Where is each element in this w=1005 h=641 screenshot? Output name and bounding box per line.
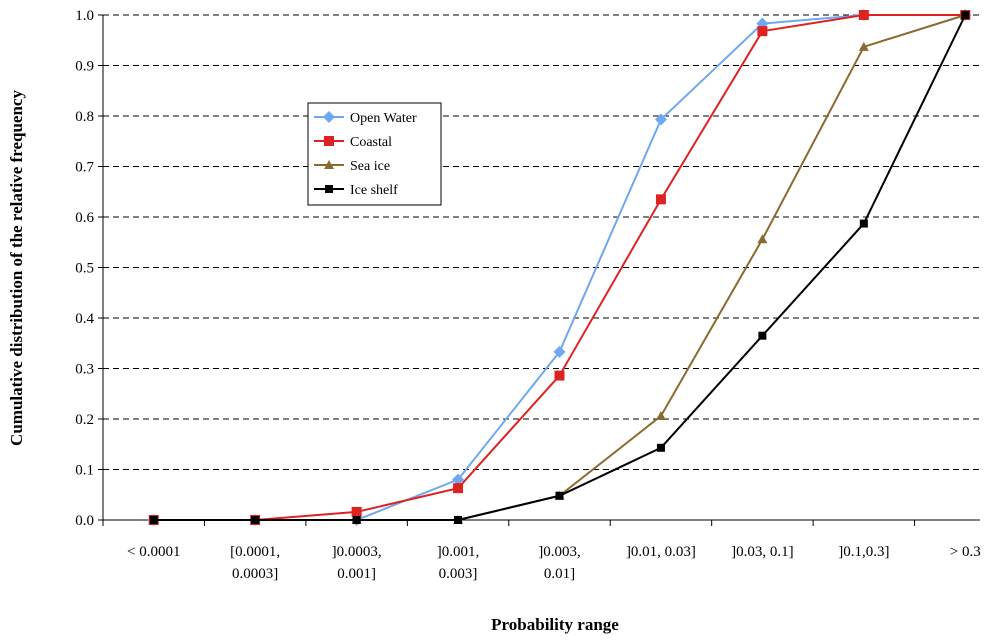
y-tick-label: 0.7: [75, 160, 94, 176]
y-tick-label: 0.0: [75, 513, 94, 529]
legend-label: Coastal: [350, 135, 392, 150]
legend-item: Ice shelf: [314, 183, 398, 198]
data-point: [858, 10, 869, 20]
legend-label: Ice shelf: [350, 183, 398, 198]
data-point: [251, 516, 260, 524]
data-point: [859, 219, 868, 228]
series-lines: [147, 9, 972, 526]
x-tick-label: ]0.003, 0.01]: [538, 544, 581, 582]
series-ice-shelf: [149, 11, 970, 524]
y-tick-labels: 0.0 0.1 0.2 0.3 0.4 0.5 0.6 0.7 0.8 0.9 1.0: [75, 8, 94, 529]
data-point: [553, 345, 566, 358]
gridlines: [103, 14, 980, 470]
x-tick-label: ]0.03, 0.1]: [731, 544, 794, 560]
y-tick-label: 0.9: [75, 59, 94, 75]
y-tick-label: 0.6: [75, 210, 94, 226]
legend-label: Open Water: [350, 111, 417, 126]
data-point: [757, 26, 768, 37]
y-tick-label: 1.0: [75, 8, 94, 24]
data-point: [655, 194, 666, 205]
data-point: [325, 185, 333, 193]
data-point: [758, 331, 767, 340]
x-tick-label: [0.0001, 0.0003]: [230, 544, 280, 582]
data-point: [757, 234, 768, 244]
data-point: [654, 113, 667, 126]
legend: Open Water Coastal Sea ice Ice shelf: [307, 102, 442, 206]
x-tick-label: ]0.001, 0.003]: [437, 544, 480, 582]
data-point: [453, 483, 464, 494]
data-point: [858, 41, 869, 51]
x-tick-label: ]0.01, 0.03]: [626, 544, 696, 560]
data-point: [149, 516, 158, 524]
x-tick-label: ]0.1,0.3]: [838, 544, 889, 560]
data-point: [961, 11, 970, 19]
data-point: [656, 443, 665, 452]
y-tick-label: 0.5: [75, 261, 94, 277]
data-point: [324, 136, 334, 146]
legend-item: Sea ice: [314, 159, 390, 174]
y-tick-label: 0.4: [75, 311, 94, 327]
data-point: [555, 491, 564, 500]
x-tick-label: > 0.3: [950, 544, 981, 560]
data-point: [554, 370, 565, 381]
legend-item: Open Water: [314, 111, 417, 126]
x-tick-label: ]0.0003, 0.001]: [332, 544, 382, 582]
data-point: [351, 506, 362, 517]
legend-item: Coastal: [314, 135, 392, 150]
data-point: [323, 111, 335, 123]
axes: [98, 14, 980, 526]
y-tick-label: 0.1: [75, 463, 94, 479]
y-tick-label: 0.3: [75, 362, 94, 378]
x-axis-label: Probability range: [491, 615, 619, 634]
data-point: [655, 410, 666, 420]
x-tick-label: < 0.0001: [127, 544, 180, 560]
data-point: [452, 473, 465, 486]
legend-label: Sea ice: [350, 159, 390, 174]
y-axis-label: Cumulative distribution of the relative …: [7, 90, 26, 446]
y-tick-label: 0.2: [75, 412, 94, 428]
y-tick-label: 0.8: [75, 109, 94, 125]
data-point: [324, 160, 334, 169]
data-point: [454, 516, 463, 524]
data-point: [352, 516, 361, 524]
x-tick-labels: < 0.0001 [0.0001, 0.0003] ]0.0003, 0.001] ]0.…: [127, 544, 981, 582]
